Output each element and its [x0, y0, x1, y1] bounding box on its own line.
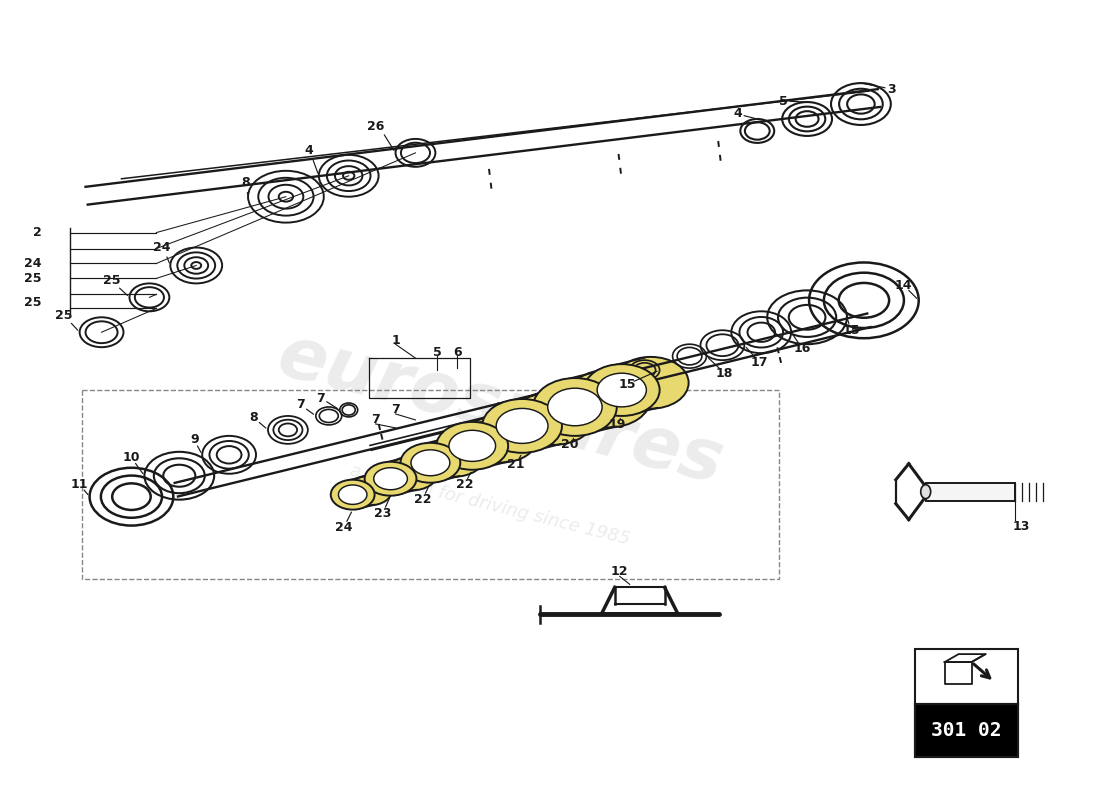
Ellipse shape: [566, 370, 650, 427]
Text: 19: 19: [608, 418, 626, 431]
Text: 9: 9: [190, 434, 199, 446]
Ellipse shape: [921, 485, 931, 498]
Text: 25: 25: [24, 296, 42, 309]
Text: 8: 8: [250, 411, 258, 425]
Text: 24: 24: [24, 257, 42, 270]
Ellipse shape: [339, 485, 367, 504]
Text: 3: 3: [888, 82, 896, 95]
Text: 17: 17: [750, 356, 768, 369]
Text: a passion for driving since 1985: a passion for driving since 1985: [349, 461, 632, 548]
Text: 22: 22: [455, 478, 473, 491]
Ellipse shape: [364, 462, 417, 496]
Text: 20: 20: [561, 438, 579, 451]
Text: 5: 5: [433, 346, 442, 358]
Text: 24: 24: [336, 521, 352, 534]
Bar: [81, 390, 779, 579]
Text: 8: 8: [242, 176, 251, 190]
Bar: [915, 649, 1019, 757]
Ellipse shape: [349, 475, 392, 506]
Ellipse shape: [386, 457, 438, 490]
Ellipse shape: [465, 414, 537, 462]
Text: 25: 25: [102, 274, 120, 287]
Text: 7: 7: [297, 398, 305, 411]
Text: 16: 16: [793, 342, 811, 354]
Ellipse shape: [584, 364, 660, 416]
Text: 14: 14: [895, 279, 913, 292]
Text: 7: 7: [317, 391, 326, 405]
Text: 4: 4: [305, 144, 314, 158]
Text: 13: 13: [1013, 520, 1030, 533]
Text: 21: 21: [507, 458, 525, 471]
Ellipse shape: [425, 437, 484, 477]
Text: 5: 5: [779, 94, 788, 107]
Ellipse shape: [496, 409, 548, 443]
Text: 7: 7: [371, 414, 380, 426]
Text: 26: 26: [367, 121, 384, 134]
Ellipse shape: [449, 430, 496, 462]
Ellipse shape: [411, 450, 450, 476]
Text: 25: 25: [24, 272, 42, 285]
Text: 23: 23: [374, 507, 392, 520]
Ellipse shape: [534, 378, 617, 436]
Text: 15: 15: [619, 378, 637, 390]
Text: eurospares: eurospares: [271, 322, 730, 498]
Ellipse shape: [597, 373, 647, 407]
Text: 1: 1: [392, 334, 400, 346]
Text: 4: 4: [733, 107, 741, 121]
Ellipse shape: [548, 388, 602, 426]
Text: 6: 6: [453, 346, 462, 358]
Ellipse shape: [437, 422, 508, 470]
Text: 15: 15: [843, 324, 860, 337]
Text: 18: 18: [716, 366, 733, 379]
Text: 301 02: 301 02: [932, 722, 1002, 740]
Ellipse shape: [482, 399, 562, 453]
Bar: [926, 482, 1015, 501]
Ellipse shape: [514, 391, 594, 445]
Text: 2: 2: [33, 226, 42, 239]
Text: 24: 24: [153, 241, 170, 254]
Text: 12: 12: [610, 565, 628, 578]
Ellipse shape: [331, 480, 375, 510]
Text: 10: 10: [123, 451, 140, 464]
Bar: [915, 704, 1019, 757]
Text: 11: 11: [70, 478, 88, 491]
Text: 22: 22: [414, 493, 431, 506]
Ellipse shape: [374, 468, 407, 490]
Text: 25: 25: [55, 309, 73, 322]
Text: 7: 7: [392, 403, 400, 417]
Ellipse shape: [613, 357, 689, 409]
Ellipse shape: [400, 443, 460, 482]
